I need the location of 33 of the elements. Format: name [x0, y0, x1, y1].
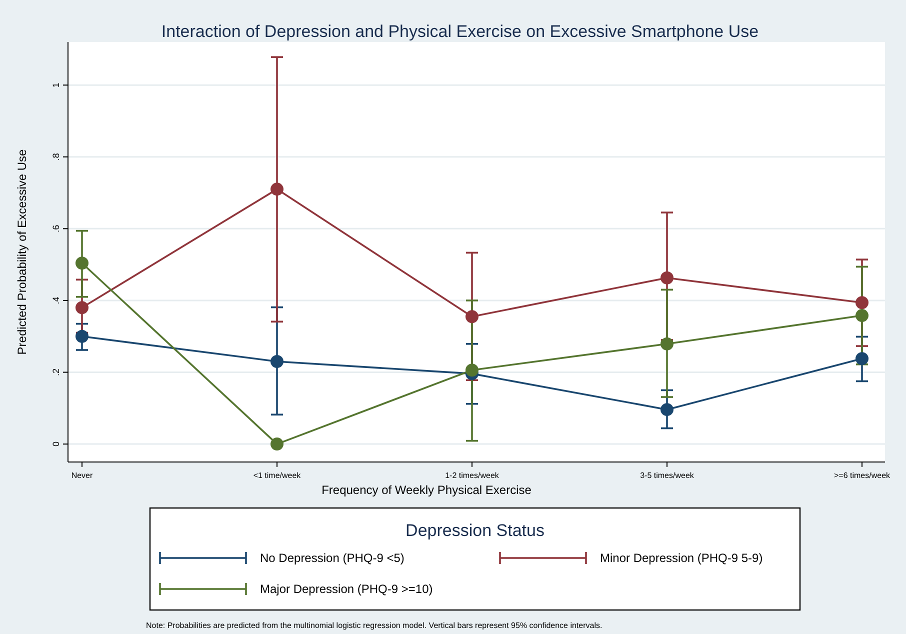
chart-title: Interaction of Depression and Physical Exercise on Excessive Smartphone Use [161, 22, 759, 41]
y-tick-label: .4 [51, 296, 61, 304]
x-axis-title: Frequency of Weekly Physical Exercise [322, 483, 532, 497]
legend-label: No Depression (PHQ-9 <5) [260, 551, 404, 565]
text: Note: Probabilities are predicted from the multinomial logistic regression model. Vertical bars represent 95% confidence intervals. [146, 621, 602, 630]
point [270, 438, 284, 451]
y-tick-label: .6 [51, 224, 61, 232]
point [76, 330, 88, 343]
legend-label: Minor Depression (PHQ-9 5-9) [600, 551, 763, 565]
x-tick-label: <1 time/week [253, 471, 302, 480]
point [270, 354, 284, 368]
legend-title: Depression Status [406, 521, 544, 540]
point [856, 296, 868, 310]
x-tick-label: Never [71, 471, 94, 480]
point [856, 309, 868, 322]
point [660, 403, 674, 416]
point [270, 182, 284, 196]
legend-label: Major Depression (PHQ-9 >=10) [260, 582, 433, 596]
point [466, 364, 478, 377]
y-tick-label: 0 [51, 442, 61, 447]
point [76, 256, 88, 270]
point [76, 301, 88, 314]
x-tick-label: >=6 times/week [834, 471, 892, 480]
y-tick-label: .8 [51, 153, 61, 161]
y-tick-label: 1 [51, 82, 61, 88]
y-tick-label: .2 [51, 368, 61, 376]
point [660, 337, 674, 350]
x-tick-label: 3-5 times/week [640, 471, 695, 480]
y-axis-title: Predicted Probability of Excessive Use [15, 148, 29, 355]
point [466, 310, 478, 324]
x-tick-label: 1-2 times/week [445, 471, 500, 480]
point [856, 352, 868, 366]
point [660, 271, 674, 284]
